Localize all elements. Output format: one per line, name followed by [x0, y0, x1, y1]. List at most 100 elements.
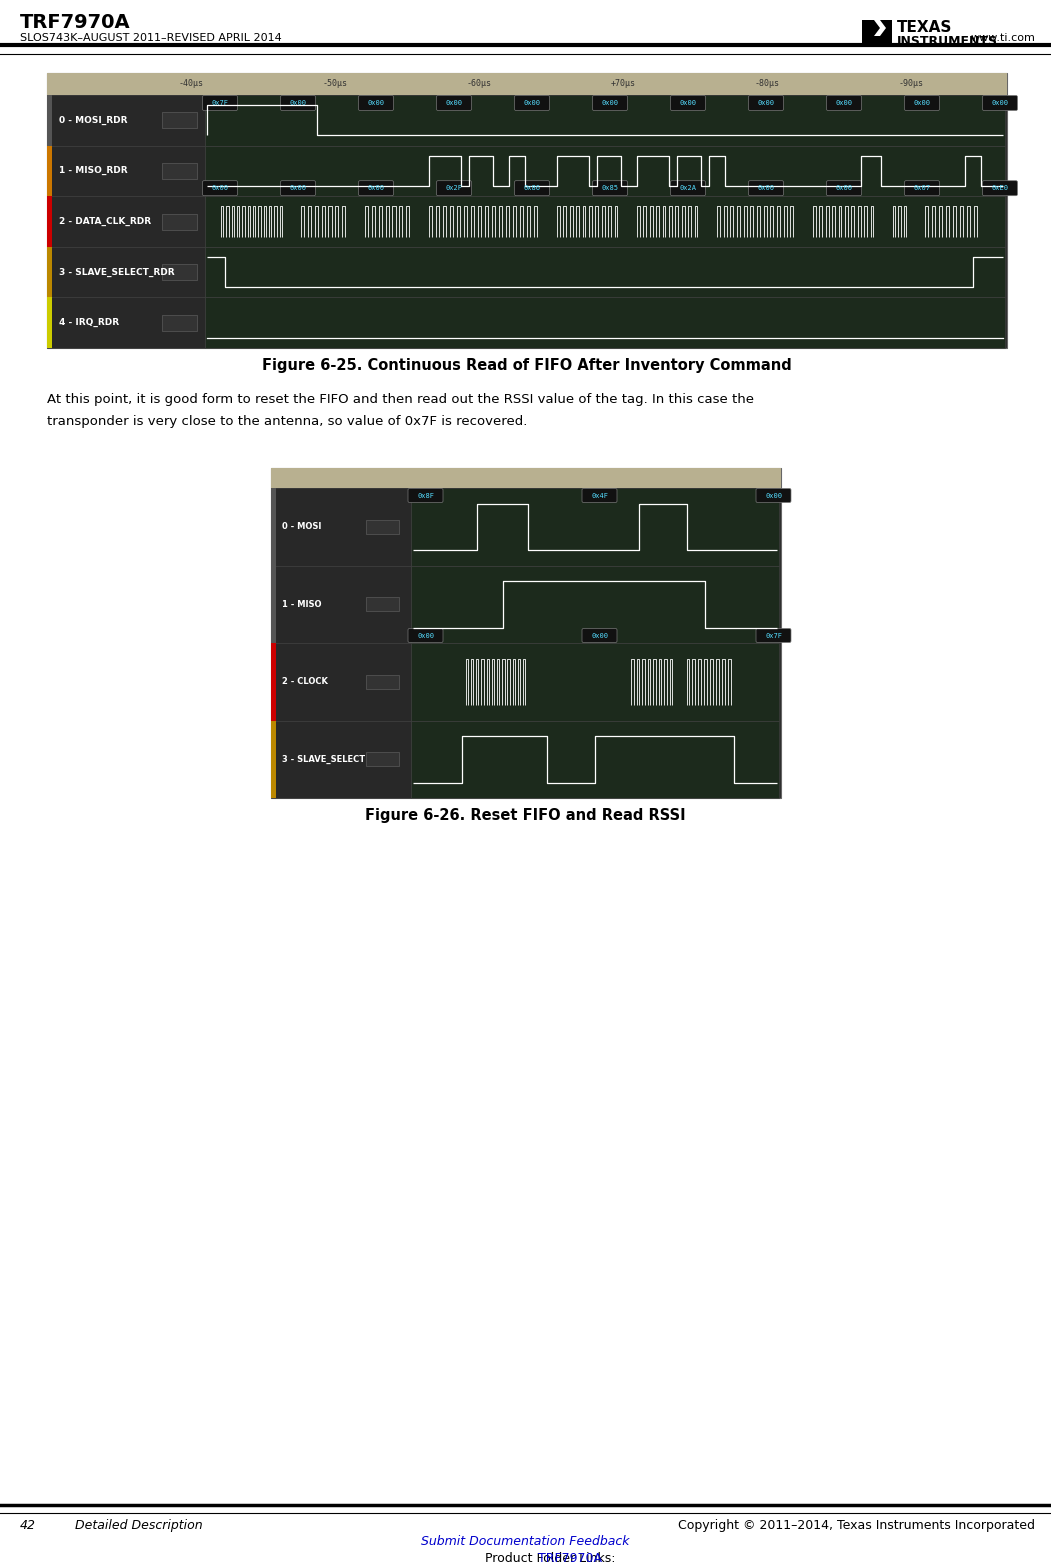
Bar	[47, 197, 51, 247]
Bar	[411, 488, 779, 566]
Bar	[270, 721, 275, 799]
Text: At this point, it is good form to reset the FIFO and then read out the RSSI valu: At this point, it is good form to reset …	[47, 392, 754, 406]
FancyBboxPatch shape	[436, 181, 472, 195]
FancyBboxPatch shape	[593, 95, 627, 111]
FancyBboxPatch shape	[671, 95, 705, 111]
FancyBboxPatch shape	[408, 489, 444, 502]
Bar	[47, 247, 51, 297]
Text: 0x00: 0x00	[368, 184, 385, 191]
Text: 0x00: 0x00	[289, 100, 307, 106]
FancyBboxPatch shape	[671, 181, 705, 195]
FancyBboxPatch shape	[593, 181, 627, 195]
Text: 0x2F: 0x2F	[446, 184, 462, 191]
Text: 0x00: 0x00	[836, 100, 852, 106]
Text: 0x00: 0x00	[591, 633, 607, 639]
Bar	[47, 145, 205, 197]
FancyBboxPatch shape	[983, 181, 1017, 195]
Text: 0x07: 0x07	[913, 184, 930, 191]
Bar	[47, 247, 205, 297]
Bar	[162, 264, 197, 280]
Text: 4 - IRQ_RDR: 4 - IRQ_RDR	[59, 319, 119, 327]
Text: INSTRUMENTS: INSTRUMENTS	[897, 34, 998, 48]
Text: TEXAS: TEXAS	[897, 20, 952, 34]
FancyBboxPatch shape	[905, 95, 940, 111]
Text: 0x00: 0x00	[758, 100, 775, 106]
Text: 0x00: 0x00	[765, 492, 782, 499]
Bar	[270, 642, 411, 721]
Bar	[205, 297, 1005, 349]
Text: -60μs: -60μs	[467, 80, 492, 89]
FancyBboxPatch shape	[358, 95, 393, 111]
Text: 2 - CLOCK: 2 - CLOCK	[282, 677, 327, 686]
Bar	[366, 597, 398, 611]
Bar	[270, 566, 275, 642]
Bar	[411, 566, 779, 642]
Text: 0x00: 0x00	[601, 100, 618, 106]
Bar	[47, 95, 205, 145]
Text: 0xE0: 0xE0	[991, 184, 1009, 191]
Text: -50μs: -50μs	[323, 80, 348, 89]
Text: 0x00: 0x00	[991, 100, 1009, 106]
Text: SLOS743K–AUGUST 2011–REVISED APRIL 2014: SLOS743K–AUGUST 2011–REVISED APRIL 2014	[20, 33, 282, 44]
Text: -90μs: -90μs	[899, 80, 924, 89]
Text: 0x00: 0x00	[680, 100, 697, 106]
FancyBboxPatch shape	[515, 95, 550, 111]
FancyBboxPatch shape	[582, 628, 617, 642]
Bar	[162, 314, 197, 331]
FancyBboxPatch shape	[281, 181, 315, 195]
Text: Submit Documentation Feedback: Submit Documentation Feedback	[420, 1535, 630, 1547]
Bar	[47, 95, 51, 145]
Text: 0x00: 0x00	[523, 100, 540, 106]
Text: 3 - SLAVE_SELECT: 3 - SLAVE_SELECT	[282, 755, 365, 764]
Text: Copyright © 2011–2014, Texas Instruments Incorporated: Copyright © 2011–2014, Texas Instruments…	[678, 1519, 1035, 1532]
Text: 0x2A: 0x2A	[680, 184, 697, 191]
Text: -40μs: -40μs	[179, 80, 204, 89]
FancyBboxPatch shape	[358, 181, 393, 195]
Bar	[162, 113, 197, 128]
Text: 0x00: 0x00	[417, 633, 434, 639]
Bar	[366, 675, 398, 689]
Text: www.ti.com: www.ti.com	[970, 33, 1035, 44]
FancyBboxPatch shape	[826, 95, 862, 111]
Text: 0x7F: 0x7F	[765, 633, 782, 639]
Text: 0x00: 0x00	[446, 100, 462, 106]
FancyBboxPatch shape	[756, 628, 791, 642]
PathPatch shape	[862, 20, 892, 44]
FancyBboxPatch shape	[203, 95, 238, 111]
Text: 0x7F: 0x7F	[211, 100, 228, 106]
FancyBboxPatch shape	[408, 628, 444, 642]
FancyBboxPatch shape	[905, 181, 940, 195]
FancyBboxPatch shape	[983, 95, 1017, 111]
FancyBboxPatch shape	[436, 95, 472, 111]
Bar	[270, 467, 781, 488]
Text: TRF7970A: TRF7970A	[538, 1552, 602, 1563]
FancyBboxPatch shape	[826, 181, 862, 195]
Bar	[205, 247, 1005, 297]
Bar	[270, 488, 411, 566]
Bar	[162, 214, 197, 230]
Bar	[411, 721, 779, 799]
Bar	[205, 145, 1005, 197]
Text: 0x00: 0x00	[368, 100, 385, 106]
Bar	[47, 297, 51, 349]
Bar	[270, 467, 781, 799]
Text: Product Folder Links:: Product Folder Links:	[485, 1552, 619, 1563]
Text: 0x00: 0x00	[289, 184, 307, 191]
Bar	[270, 721, 411, 799]
Bar	[366, 752, 398, 766]
Text: 0 - MOSI: 0 - MOSI	[282, 522, 321, 531]
FancyBboxPatch shape	[582, 489, 617, 502]
Text: +70μs: +70μs	[611, 80, 636, 89]
Bar	[270, 566, 411, 642]
Bar	[47, 73, 1007, 95]
FancyBboxPatch shape	[203, 181, 238, 195]
Text: 0x85: 0x85	[601, 184, 618, 191]
Text: 0x00: 0x00	[211, 184, 228, 191]
Bar	[411, 642, 779, 721]
Text: transponder is very close to the antenna, so value of 0x7F is recovered.: transponder is very close to the antenna…	[47, 416, 528, 428]
Bar	[270, 642, 275, 721]
Text: 0x4F: 0x4F	[591, 492, 607, 499]
Text: 0x86: 0x86	[523, 184, 540, 191]
FancyBboxPatch shape	[281, 95, 315, 111]
Bar	[205, 95, 1005, 145]
